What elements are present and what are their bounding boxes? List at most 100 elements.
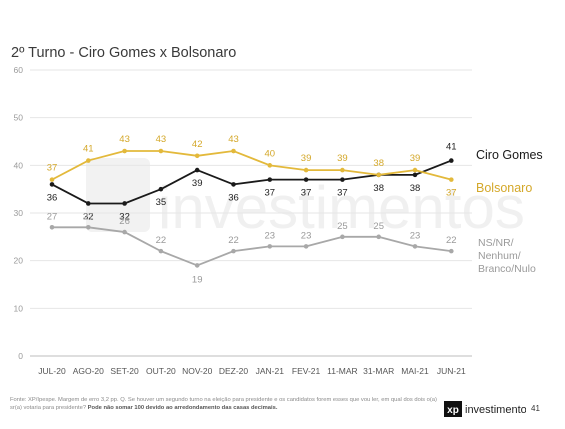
data-label: 38 — [410, 183, 421, 194]
data-point — [231, 248, 236, 254]
data-point — [340, 177, 345, 182]
data-point — [303, 167, 309, 173]
data-label: 43 — [228, 134, 239, 145]
x-tick-label: OUT-20 — [146, 366, 176, 376]
xp-investimentos-logo: xp investimentos — [444, 401, 526, 417]
data-point — [340, 234, 345, 240]
x-tick-label: AGO-20 — [73, 366, 104, 376]
y-tick-label: 30 — [14, 208, 24, 218]
y-tick-label: 10 — [14, 303, 24, 313]
data-label: 26 — [119, 216, 130, 227]
footnote-source: Fonte: XP/Ipespe. Margem de erro 3,2 pp.… — [10, 397, 437, 411]
x-tick-label: DEZ-20 — [219, 366, 249, 376]
watermark-logo-block — [86, 158, 150, 232]
data-label: 19 — [192, 274, 203, 285]
data-point — [49, 177, 55, 182]
data-point — [194, 153, 200, 159]
data-point — [303, 177, 309, 182]
data-point — [376, 172, 382, 178]
xp-logo-mark — [444, 401, 462, 417]
data-point — [231, 182, 236, 187]
y-tick-label: 20 — [14, 256, 24, 266]
data-label: 39 — [410, 153, 421, 164]
series-line — [52, 226, 452, 267]
data-label: 27 — [83, 211, 94, 222]
data-label: 43 — [119, 134, 130, 145]
data-label: 38 — [373, 158, 384, 169]
data-label: 43 — [156, 134, 167, 145]
data-label: 23 — [265, 230, 276, 241]
data-label: 39 — [337, 153, 348, 164]
series-3: 27 27 26 22 19 22 23 23 25 25 23 22 — [47, 211, 457, 285]
x-tick-label: JAN-21 — [256, 366, 285, 376]
data-label: 37 — [265, 188, 276, 199]
data-label: 35 — [156, 197, 167, 208]
data-label: 37 — [446, 188, 457, 199]
data-label: 39 — [301, 153, 312, 164]
data-label: 37 — [47, 163, 58, 174]
data-point — [449, 177, 454, 182]
data-point — [412, 172, 418, 178]
y-tick-label: 50 — [14, 113, 24, 123]
data-point — [158, 248, 164, 254]
data-point — [158, 148, 164, 154]
x-tick-label: 11-MAR — [327, 366, 358, 376]
x-tick-label: MAI-21 — [401, 366, 429, 376]
series-1: 36 32 32 35 39 36 37 37 37 38 38 41 — [47, 142, 457, 223]
data-point — [449, 158, 454, 163]
data-point — [412, 244, 418, 249]
legend-nulo-line: Nenhum/ — [478, 250, 521, 262]
data-label: 27 — [47, 211, 58, 222]
data-label: 25 — [337, 221, 348, 232]
data-label: 40 — [265, 148, 276, 159]
data-point — [122, 229, 127, 235]
data-point — [267, 177, 273, 182]
series-2: 37 41 43 43 42 43 40 39 39 38 39 37 — [47, 134, 457, 199]
data-label: 42 — [192, 139, 203, 150]
xp-logo-mark-text: xp — [447, 405, 459, 416]
data-point — [267, 163, 273, 168]
y-tick-label: 0 — [18, 351, 23, 361]
data-point — [376, 234, 382, 240]
data-point — [449, 248, 454, 254]
data-point — [49, 182, 55, 187]
data-point — [340, 167, 345, 173]
legend-nulo-line: Branco/Nulo — [478, 263, 536, 275]
footnote: Fonte: XP/Ipespe. Margem de erro 3,2 pp.… — [10, 396, 442, 412]
watermark-text: investimentos — [158, 174, 525, 241]
x-tick-label: 31-MAR — [363, 366, 394, 376]
data-point — [49, 225, 55, 230]
data-point — [86, 225, 91, 230]
data-label: 25 — [373, 221, 384, 232]
data-label: 22 — [228, 235, 239, 246]
legend-bolsonaro: Bolsonaro — [476, 181, 532, 195]
data-label: 32 — [119, 211, 130, 222]
data-label: 37 — [337, 188, 348, 199]
data-label: 39 — [192, 178, 203, 189]
data-label: 37 — [301, 188, 312, 199]
data-point — [194, 263, 200, 268]
data-point — [122, 201, 127, 206]
data-label: 36 — [47, 192, 58, 203]
data-label: 23 — [301, 230, 312, 241]
data-label: 23 — [410, 230, 421, 241]
data-point — [412, 167, 418, 173]
data-point — [122, 148, 127, 154]
data-point — [86, 201, 91, 206]
data-point — [303, 244, 309, 249]
footnote-rounding-note: Pode não somar 100 devido ao arredondame… — [87, 405, 278, 411]
y-tick-label: 60 — [14, 65, 24, 75]
y-tick-label: 40 — [14, 160, 24, 170]
data-label: 41 — [83, 144, 94, 155]
legend-ciro-gomes: Ciro Gomes — [476, 148, 543, 162]
x-tick-label: SET-20 — [110, 366, 139, 376]
x-tick-label: JUN-21 — [437, 366, 466, 376]
page-number: 41 — [531, 404, 540, 413]
x-tick-label: NOV-20 — [182, 366, 213, 376]
data-label: 38 — [373, 183, 384, 194]
data-point — [267, 244, 273, 249]
data-label: 36 — [228, 192, 239, 203]
data-point — [158, 186, 164, 192]
x-tick-label: FEV-21 — [292, 366, 321, 376]
